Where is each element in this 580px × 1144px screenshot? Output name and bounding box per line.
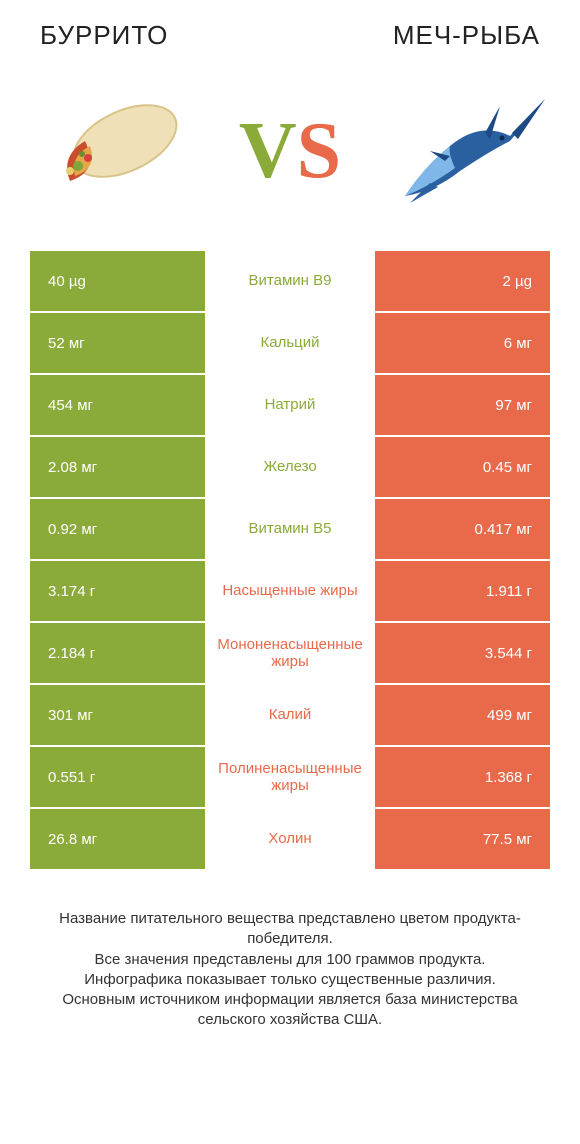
right-value-cell: 97 мг [375,375,550,435]
footer-line-3: Инфографика показывает только существенн… [30,970,550,990]
vs-s: S [297,107,342,195]
left-value-cell: 3.174 г [30,561,205,621]
nutrient-label: Витамин B9 [205,251,375,311]
burrito-image [30,91,190,211]
table-row: 3.174 гНасыщенные жиры1.911 г [30,561,550,621]
nutrient-label: Холин [205,809,375,869]
swordfish-image [390,91,550,211]
nutrient-label: Калий [205,685,375,745]
nutrient-label: Насыщенные жиры [205,561,375,621]
footer-notes: Название питательного вещества представл… [0,869,580,1051]
right-food-title: МЕЧ-РЫБА [393,20,540,51]
nutrient-label: Витамин B5 [205,499,375,559]
left-value-cell: 301 мг [30,685,205,745]
table-row: 0.551 гПолиненасыщенные жиры1.368 г [30,747,550,807]
right-value-cell: 6 мг [375,313,550,373]
nutrient-label: Кальций [205,313,375,373]
vs-v: V [239,107,297,195]
right-value-cell: 3.544 г [375,623,550,683]
comparison-table: 40 µgВитамин B92 µg52 мгКальций6 мг454 м… [0,251,580,869]
left-value-cell: 2.08 мг [30,437,205,497]
left-value-cell: 52 мг [30,313,205,373]
footer-line-4: Основным источником информации является … [30,990,550,1031]
left-value-cell: 454 мг [30,375,205,435]
left-value-cell: 2.184 г [30,623,205,683]
table-row: 52 мгКальций6 мг [30,313,550,373]
table-row: 40 µgВитамин B92 µg [30,251,550,311]
footer-line-1: Название питательного вещества представл… [30,909,550,950]
left-value-cell: 0.92 мг [30,499,205,559]
left-value-cell: 26.8 мг [30,809,205,869]
left-value-cell: 40 µg [30,251,205,311]
right-value-cell: 499 мг [375,685,550,745]
table-row: 454 мгНатрий97 мг [30,375,550,435]
nutrient-label: Железо [205,437,375,497]
right-value-cell: 1.911 г [375,561,550,621]
vs-label: VS [239,111,341,191]
table-row: 26.8 мгХолин77.5 мг [30,809,550,869]
table-row: 0.92 мгВитамин B50.417 мг [30,499,550,559]
footer-line-2: Все значения представлены для 100 граммо… [30,950,550,970]
left-value-cell: 0.551 г [30,747,205,807]
hero-row: VS [0,61,580,251]
left-food-title: БУРРИТО [40,20,168,51]
right-value-cell: 77.5 мг [375,809,550,869]
header: БУРРИТО МЕЧ-РЫБА [0,0,580,61]
table-row: 2.184 гМононенасыщенные жиры3.544 г [30,623,550,683]
nutrient-label: Полиненасыщенные жиры [205,747,375,807]
nutrient-label: Натрий [205,375,375,435]
table-row: 2.08 мгЖелезо0.45 мг [30,437,550,497]
right-value-cell: 0.45 мг [375,437,550,497]
right-value-cell: 2 µg [375,251,550,311]
table-row: 301 мгКалий499 мг [30,685,550,745]
right-value-cell: 1.368 г [375,747,550,807]
right-value-cell: 0.417 мг [375,499,550,559]
nutrient-label: Мононенасыщенные жиры [205,623,375,683]
